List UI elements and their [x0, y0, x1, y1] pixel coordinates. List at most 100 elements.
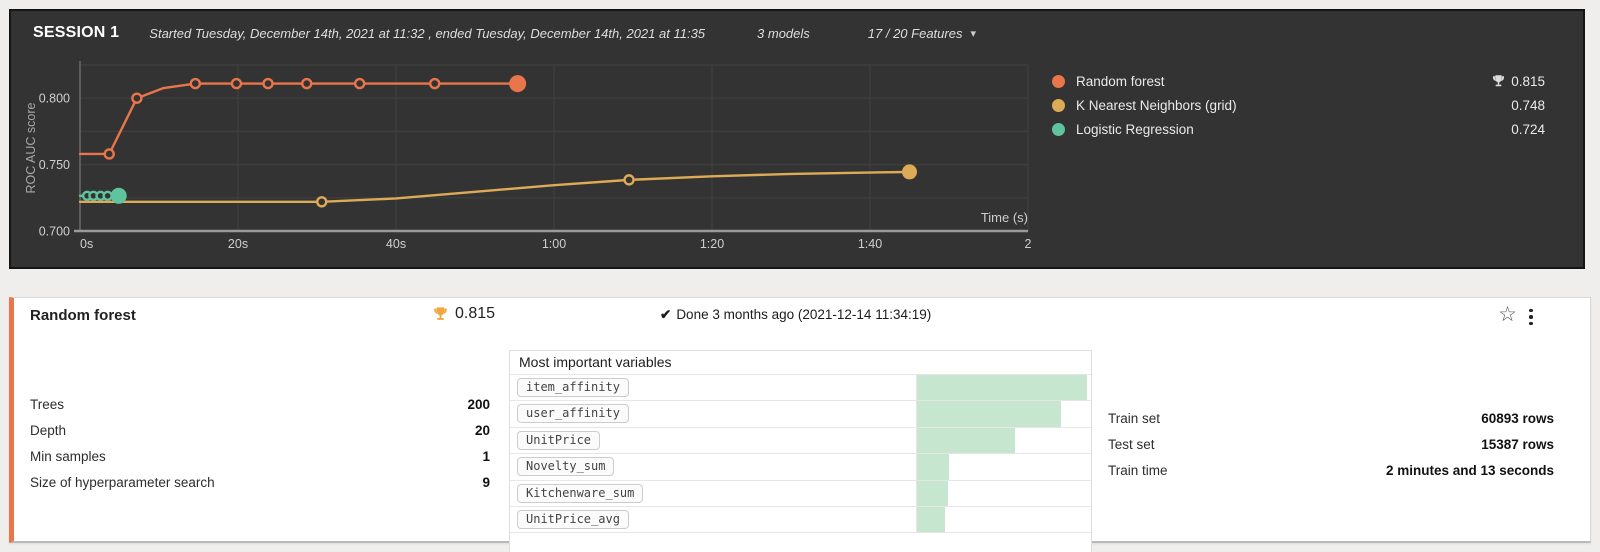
variable-bar-cell [916, 426, 1092, 454]
model-card-random-forest[interactable]: Random forest 0.815 ✔ Done 3 months ago (… [9, 297, 1591, 552]
param-label: Min samples [30, 449, 106, 464]
model-title: Random forest [30, 307, 136, 324]
stat-label: Train time [1108, 462, 1168, 478]
legend-model-score: 0.748 [1511, 98, 1545, 113]
model-params: Trees 200 Depth 20 Min samples 1 Size of… [30, 392, 490, 496]
importance-bar [917, 506, 945, 533]
variable-chip: Kitchenware_sum [517, 483, 644, 503]
legend-score-value: 0.815 [1511, 73, 1545, 89]
importance-bar [917, 480, 948, 506]
param-label: Depth [30, 423, 67, 438]
trophy-icon [1491, 74, 1506, 89]
legend-item-logistic-regression[interactable]: Logistic Regression 0.724 [1052, 117, 1545, 141]
stat-row-train-set: Train set 60893 rows [1108, 406, 1554, 432]
series-dot [1052, 122, 1065, 136]
svg-text:0s: 0s [80, 237, 93, 251]
param-row-min-samples: Min samples 1 [30, 444, 490, 470]
model-status: ✔ Done 3 months ago (2021-12-14 11:34:19) [660, 307, 931, 323]
param-row-trees: Trees 200 [30, 392, 490, 418]
param-value: 1 [482, 449, 490, 464]
stat-value: 60893 rows [1481, 411, 1554, 426]
legend-item-knn[interactable]: K Nearest Neighbors (grid) 0.748 [1052, 93, 1545, 117]
stat-row-train-time: Train time 2 minutes and 13 seconds [1108, 458, 1554, 484]
variable-bar-cell [916, 453, 1092, 480]
session-body: 0.700 0.750 0.800 0s 20s 40s 1:00 1:20 1:40 2 ROC … [11, 55, 1583, 263]
importance-bar [917, 375, 1087, 401]
model-score: 0.815 [432, 305, 495, 323]
model-score-value: 0.815 [455, 305, 496, 322]
variable-chip: user_affinity [517, 404, 629, 424]
param-label: Trees [30, 397, 65, 412]
model-stats: Train set 60893 rows Test set 15387 rows… [1108, 406, 1554, 483]
kebab-menu-icon[interactable] [1524, 306, 1538, 328]
importance-bar [917, 454, 950, 480]
variable-chip: UnitPrice [517, 430, 601, 450]
param-row-hyperparam-search: Size of hyperparameter search 9 [30, 470, 490, 496]
svg-text:1:00: 1:00 [542, 237, 566, 251]
session-panel: SESSION 1 Started Tuesday, December 14th… [9, 9, 1585, 269]
svg-text:1:20: 1:20 [700, 237, 724, 251]
legend-item-random-forest[interactable]: Random forest 0.815 [1052, 69, 1545, 93]
legend-model-name: Logistic Regression [1076, 121, 1194, 137]
check-icon: ✔ [660, 307, 672, 322]
svg-text:0.800: 0.800 [39, 92, 70, 106]
svg-text:20s: 20s [228, 237, 248, 251]
stat-value: 15387 rows [1481, 436, 1554, 452]
param-label: Size of hyperparameter search [30, 475, 215, 490]
series-dot [1052, 74, 1065, 88]
svg-text:2: 2 [1025, 237, 1032, 251]
svg-text:0.750: 0.750 [39, 158, 70, 172]
legend-model-name: K Nearest Neighbors (grid) [1076, 97, 1237, 113]
variable-row: user_affinity [510, 400, 1092, 427]
important-variables-title: Most important variables [519, 354, 672, 370]
param-value: 9 [482, 475, 490, 490]
variable-row: UnitPrice_avg [510, 505, 1092, 533]
legend-score-value: 0.724 [1511, 121, 1545, 137]
session-header: SESSION 1 Started Tuesday, December 14th… [11, 11, 1583, 55]
variable-row: item_affinity [510, 374, 1092, 401]
svg-text:ROC AUC score: ROC AUC score [24, 102, 38, 193]
legend-model-name: Random forest [1076, 73, 1165, 89]
variable-bar-cell [916, 374, 1092, 401]
model-card-header: Random forest 0.815 ✔ Done 3 months ago (… [14, 298, 1590, 338]
trophy-icon [432, 306, 449, 323]
features-dropdown-label: 17 / 20 Features [867, 25, 963, 41]
importance-bar [917, 427, 1015, 454]
series-dot [1052, 98, 1065, 112]
roc-auc-chart: 0.700 0.750 0.800 0s 20s 40s 1:00 1:20 1:40 2 ROC … [24, 61, 1032, 251]
stat-value: 2 minutes and 13 seconds [1385, 462, 1554, 478]
chart-legend: Random forest 0.815 K Nearest Neighbors … [1046, 55, 1583, 263]
param-row-depth: Depth 20 [30, 418, 490, 444]
variable-bar-cell [916, 479, 1092, 506]
variable-bar-cell [916, 505, 1092, 533]
param-value: 200 [467, 397, 490, 412]
chevron-down-icon: ▾ [970, 27, 976, 40]
variable-row: Novelty_sum [510, 453, 1092, 480]
variable-row: UnitPrice [510, 426, 1092, 454]
important-variables-table: Most important variables item_affinity u… [509, 350, 1092, 552]
variable-bar-cell [916, 400, 1092, 427]
variable-chip: item_affinity [517, 378, 629, 397]
stat-label: Train set [1108, 411, 1161, 426]
variable-row-clipped [510, 532, 1091, 552]
session-summary: Started Tuesday, December 14th, 2021 at … [149, 25, 706, 41]
svg-text:40s: 40s [386, 237, 406, 251]
legend-model-score: 0.815 [1491, 74, 1545, 89]
stat-label: Test set [1108, 436, 1155, 452]
session-title: SESSION 1 [33, 24, 120, 41]
models-count: 3 models [757, 25, 810, 41]
variable-chip: UnitPrice_avg [517, 509, 629, 529]
importance-bar [917, 401, 1061, 427]
variable-row: Kitchenware_sum [510, 479, 1092, 506]
legend-model-score: 0.724 [1511, 122, 1545, 137]
model-status-text: Done 3 months ago (2021-12-14 11:34:19) [676, 307, 932, 322]
variable-chip: Novelty_sum [517, 457, 615, 477]
legend-score-value: 0.748 [1511, 97, 1545, 113]
star-icon[interactable]: ☆ [1498, 303, 1517, 326]
param-value: 20 [474, 423, 490, 438]
svg-text:0.700: 0.700 [39, 225, 70, 239]
stat-row-test-set: Test set 15387 rows [1108, 432, 1554, 458]
features-dropdown[interactable]: 17 / 20 Features ▾ [868, 26, 976, 41]
svg-text:Time (s): Time (s) [981, 210, 1028, 225]
